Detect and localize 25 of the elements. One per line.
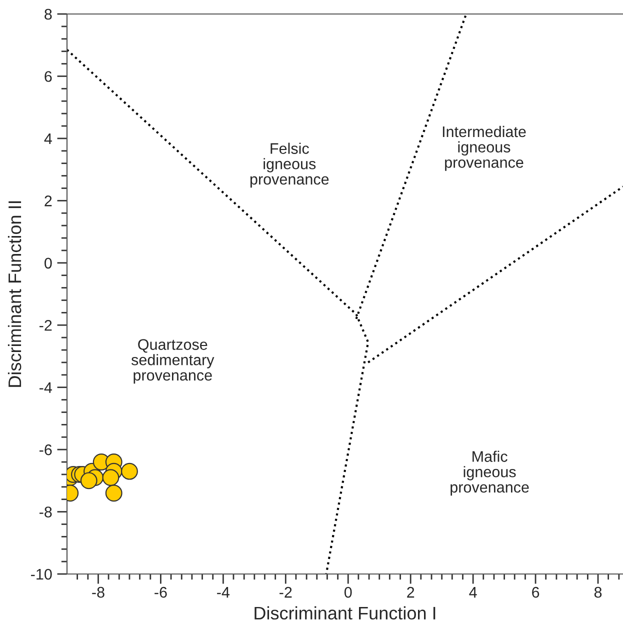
x-tick-label: 8: [594, 586, 602, 598]
y-tick-label: -10: [31, 568, 52, 580]
annotation: Intermediate igneous provenance: [442, 126, 526, 171]
y-tick-label: -6: [40, 444, 52, 456]
y-tick-label: -8: [40, 506, 52, 518]
annotation: Felsic igneous provenance: [250, 142, 329, 188]
y-tick-label: 4: [44, 133, 52, 144]
y-tick-label: 0: [44, 258, 52, 269]
x-axis-title: Discriminant Function I: [254, 606, 436, 620]
y-tick-label: 6: [44, 71, 52, 82]
y-axis-title: Discriminant Function II: [8, 201, 22, 387]
x-tick-label: -4: [217, 587, 230, 598]
x-tick-label: 2: [407, 586, 414, 598]
x-tick-label: -8: [92, 586, 104, 598]
annotation: Quartzose sedimentary provenance: [131, 339, 214, 384]
x-tick-label: 0: [344, 586, 352, 598]
y-tick-label: -4: [40, 382, 52, 393]
x-tick-label: 6: [532, 586, 540, 598]
annotation: Mafic igneous provenance: [450, 450, 529, 496]
y-tick-label: 8: [44, 8, 52, 20]
y-tick-label: -2: [40, 320, 52, 331]
y-tick-label: 2: [44, 196, 52, 206]
x-tick-label: 4: [469, 587, 477, 598]
x-tick-label: -2: [280, 586, 292, 598]
x-tick-label: -6: [154, 586, 167, 598]
